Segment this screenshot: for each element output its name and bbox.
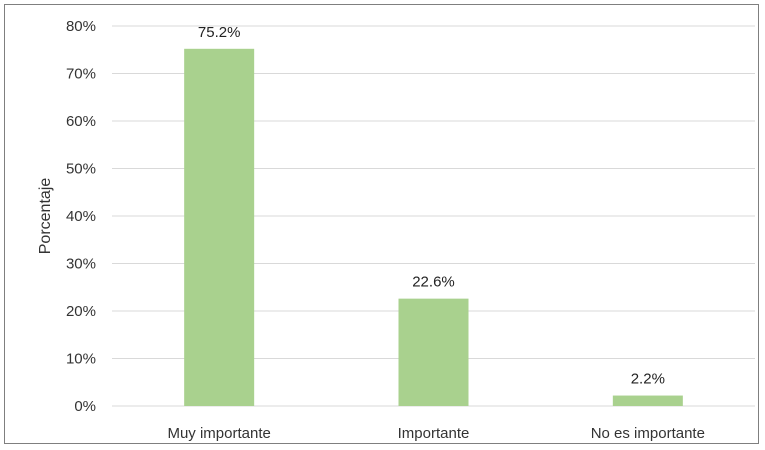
bar	[398, 298, 469, 406]
y-axis-ticks: 0% 10% 20% 30% 40% 50% 60% 70% 80%	[66, 18, 96, 415]
chart-frame	[4, 4, 759, 444]
y-tick-label: 20%	[66, 303, 96, 320]
bar	[612, 395, 683, 406]
x-tick-label: Muy importante	[167, 425, 270, 442]
x-tick-label: Importante	[398, 425, 470, 442]
y-tick-label: 50%	[66, 161, 96, 178]
y-tick-label: 60%	[66, 113, 96, 130]
y-axis-title: Porcentaje	[37, 178, 54, 255]
bar-data-label: 22.6%	[412, 274, 455, 291]
y-tick-label: 80%	[66, 18, 96, 35]
y-tick-label: 70%	[66, 66, 96, 83]
bar	[184, 48, 255, 407]
y-tick-label: 30%	[66, 256, 96, 273]
y-tick-label: 0%	[74, 398, 96, 415]
y-tick-label: 10%	[66, 351, 96, 368]
bars	[184, 48, 683, 407]
x-axis-ticks: Muy importante Importante No es importante	[167, 425, 704, 442]
bar-data-label: 75.2%	[198, 24, 241, 41]
x-tick-label: No es importante	[591, 425, 705, 442]
data-labels: 75.2% 22.6% 2.2%	[198, 24, 665, 388]
bar-data-label: 2.2%	[631, 371, 665, 388]
y-tick-label: 40%	[66, 208, 96, 225]
